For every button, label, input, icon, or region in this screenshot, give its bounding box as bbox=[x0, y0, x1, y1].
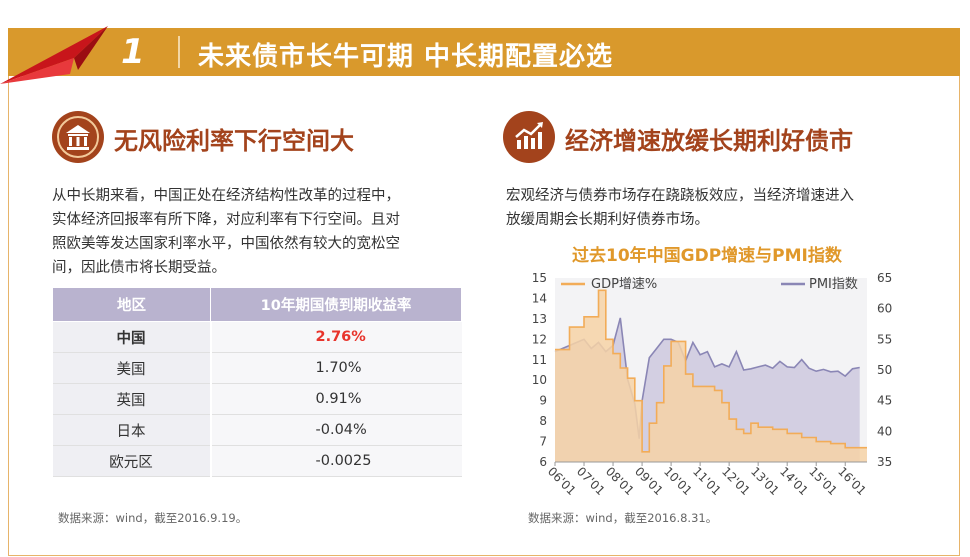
growth-chart-icon bbox=[503, 111, 555, 163]
table-cell-region: 中国 bbox=[52, 321, 212, 353]
table-header-yield: 10年期国债到期收益率 bbox=[210, 287, 462, 322]
table-header-region: 地区 bbox=[52, 287, 211, 322]
table-row: 美国 1.70% bbox=[52, 352, 462, 384]
x-tick-label: 15'01 bbox=[806, 464, 840, 496]
table-cell-yield: -0.04% bbox=[210, 414, 462, 446]
y-right-tick-label: 60 bbox=[877, 302, 892, 316]
right-section-title: 经济增速放缓长期利好债市 bbox=[565, 127, 853, 155]
table-row: 中国 2.76% bbox=[52, 321, 462, 353]
y-left-tick-label: 15 bbox=[532, 271, 547, 285]
page-frame bbox=[8, 62, 960, 556]
x-tick-label: 16'01 bbox=[835, 464, 869, 496]
right-paragraph-line: 放缓周期会长期利好债券市场。 bbox=[506, 212, 709, 228]
table-cell-region: 欧元区 bbox=[52, 445, 212, 477]
x-tick-label: 09'01 bbox=[632, 464, 666, 496]
y-right-tick-label: 45 bbox=[877, 394, 892, 408]
x-tick-label: 08'01 bbox=[603, 464, 637, 496]
legend-pmi-label: PMI指数 bbox=[809, 277, 858, 292]
building-icon bbox=[52, 111, 104, 163]
gdp-series-line bbox=[555, 289, 867, 453]
x-tick-label: 10'01 bbox=[661, 464, 695, 496]
table-cell-region: 英国 bbox=[52, 383, 212, 415]
y-right-tick-label: 40 bbox=[877, 424, 892, 438]
header-divider bbox=[178, 36, 180, 68]
table-row: 日本 -0.04% bbox=[52, 414, 462, 446]
y-right-tick-label: 35 bbox=[877, 455, 892, 469]
y-left-tick-label: 7 bbox=[539, 435, 547, 449]
table-cell-region: 美国 bbox=[52, 352, 212, 384]
left-source-note: 数据来源：wind，截至2016.9.19。 bbox=[58, 511, 248, 525]
paper-plane-icon bbox=[0, 26, 108, 84]
y-left-tick-label: 13 bbox=[532, 312, 547, 326]
y-right-tick-label: 55 bbox=[877, 332, 892, 346]
y-right-tick-label: 65 bbox=[877, 271, 892, 285]
yield-table: 地区 10年期国债到期收益率 中国 2.76% 美国 1.70% 英国 0.91… bbox=[52, 287, 462, 477]
x-tick-label: 11'01 bbox=[690, 464, 724, 496]
x-tick-label: 14'01 bbox=[777, 464, 811, 496]
x-tick-label: 12'01 bbox=[719, 464, 753, 496]
table-row: 英国 0.91% bbox=[52, 383, 462, 415]
y-left-tick-label: 11 bbox=[532, 353, 547, 367]
gdp-pmi-chart: 6 7 8 9 10 11 12 13 14 15 35 40 45 50 55 60 65 06'0107'01… bbox=[532, 271, 893, 496]
pmi-series-line bbox=[554, 317, 860, 439]
left-paragraph: 从中长期来看，中国正处在经济结构性改革的过程中， 实体经济回报率有所下降，对应利… bbox=[52, 184, 400, 280]
table-row: 欧元区 -0.0025 bbox=[52, 445, 462, 477]
y-left-tick-label: 9 bbox=[539, 394, 547, 408]
left-paragraph-line: 照欧美等发达国家利率水平，中国依然有较大的宽松空 bbox=[52, 236, 400, 252]
table-header-row: 地区 10年期国债到期收益率 bbox=[52, 287, 462, 322]
table-cell-yield: 0.91% bbox=[210, 383, 462, 415]
section-title: 未来债市长牛可期 中长期配置必选 bbox=[198, 42, 614, 72]
y-left-tick-label: 8 bbox=[539, 414, 547, 428]
x-tick-label: 13'01 bbox=[748, 464, 782, 496]
legend: GDP增速% PMI指数 bbox=[561, 277, 858, 292]
y-left-tick-label: 6 bbox=[539, 455, 547, 469]
y-left-tick-label: 10 bbox=[532, 373, 547, 387]
left-paragraph-line: 间，因此债市将长期受益。 bbox=[52, 260, 226, 276]
table-cell-region: 日本 bbox=[52, 414, 212, 446]
x-tick-label: 07'01 bbox=[574, 464, 608, 496]
left-paragraph-line: 从中长期来看，中国正处在经济结构性改革的过程中， bbox=[52, 188, 400, 204]
right-source-note: 数据来源：wind，截至2016.8.31。 bbox=[528, 511, 718, 525]
gdp-area bbox=[555, 290, 867, 462]
left-section-title: 无风险利率下行空间大 bbox=[114, 127, 354, 155]
section-header: 1 未来债市长牛可期 中长期配置必选 bbox=[8, 28, 960, 76]
y-left-tick-label: 12 bbox=[532, 332, 547, 346]
section-number: 1 bbox=[121, 32, 145, 72]
right-paragraph: 宏观经济与债券市场存在跷跷板效应，当经济增速进入 放缓周期会长期利好债券市场。 bbox=[506, 184, 854, 232]
chart-title: 过去10年中国GDP增速与PMI指数 bbox=[572, 246, 842, 266]
table-cell-yield: 2.76% bbox=[210, 321, 462, 353]
right-paragraph-line: 宏观经济与债券市场存在跷跷板效应，当经济增速进入 bbox=[506, 188, 854, 204]
legend-gdp-label: GDP增速% bbox=[591, 277, 657, 292]
y-right-tick-label: 50 bbox=[877, 363, 892, 377]
table-cell-yield: -0.0025 bbox=[210, 445, 462, 477]
x-tick-label: 06'01 bbox=[545, 464, 579, 496]
left-paragraph-line: 实体经济回报率有所下降，对应利率有下行空间。且对 bbox=[52, 212, 400, 228]
table-cell-yield: 1.70% bbox=[210, 352, 462, 384]
y-left-tick-label: 14 bbox=[532, 291, 547, 305]
